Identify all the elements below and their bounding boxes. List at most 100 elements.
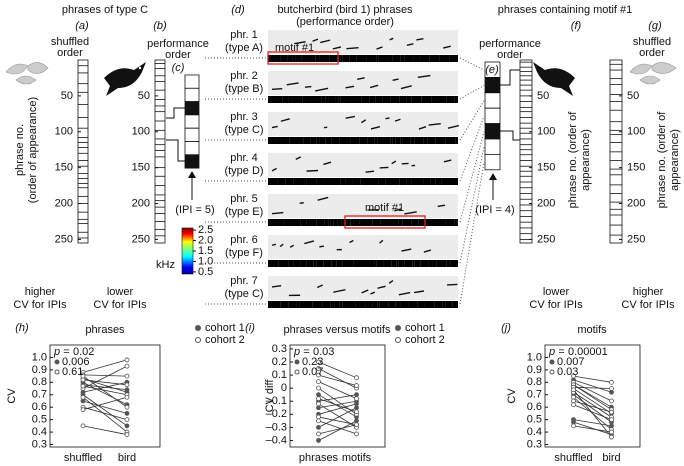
y-axis-label: appearance) (669, 129, 681, 191)
note-trace (271, 125, 278, 129)
motif-label: motif #1 (365, 202, 404, 214)
frequency-strip (268, 96, 279, 103)
frequency-strip (394, 178, 400, 185)
y-tick-label: 0.7 (527, 389, 542, 401)
frequency-strip (427, 219, 435, 226)
cv-label: higher (633, 286, 664, 298)
legend-marker (195, 325, 201, 331)
frequency-strip (302, 219, 307, 226)
note-trace (345, 85, 355, 89)
order-label: order (165, 49, 191, 61)
frequency-strip (360, 178, 372, 185)
frequency-strip (319, 137, 326, 144)
frequency-strip (268, 301, 272, 308)
frequency-strip (436, 260, 447, 267)
panel-label: (j) (501, 322, 511, 334)
frequency-strip (414, 260, 421, 267)
frequency-strip (406, 178, 412, 185)
note-trace (416, 38, 424, 41)
dotted-link (459, 57, 485, 71)
cv-label: lower (543, 286, 570, 298)
x-tick-label: shuffled (554, 452, 592, 464)
frequency-strip (293, 260, 301, 267)
data-point (124, 423, 130, 429)
connector (166, 139, 185, 162)
note-trace (320, 39, 331, 44)
spectrogram (268, 194, 458, 218)
phrase-label: phr. 3 (230, 111, 258, 123)
frequency-strip (395, 301, 401, 308)
spectrogram (268, 112, 458, 136)
connector (500, 130, 520, 141)
colorbar-label: kHz (156, 259, 175, 271)
pair-line (318, 407, 357, 428)
phrase-label: phr. 6 (230, 234, 258, 246)
y-tick-label: –0.2 (266, 408, 287, 420)
frequency-strip (439, 55, 450, 62)
frequency-strip (340, 178, 346, 185)
frequency-strip (361, 96, 370, 103)
frequency-strip (388, 55, 393, 62)
ipi-label: (IPI = 5) (175, 204, 214, 216)
pair-line (82, 406, 128, 421)
frequency-strip (408, 301, 418, 308)
data-point (316, 405, 321, 411)
plot-frame (544, 344, 641, 448)
note-trace (388, 279, 394, 284)
frequency-strip (316, 260, 324, 267)
data-point (124, 411, 130, 416)
frequency-strip (319, 55, 330, 62)
panel-label: (g) (648, 20, 662, 32)
x-tick-label: phrases (299, 452, 339, 464)
frequency-strip (445, 301, 453, 308)
colorbar-tick-label: 1.0 (198, 255, 213, 267)
frequency-strip (332, 178, 341, 185)
phrase-label: phr. 2 (230, 70, 258, 82)
frequency-strip (374, 137, 378, 144)
y-axis-label: phrase no. (14, 124, 26, 176)
frequency-strip (371, 178, 379, 185)
note-trace (289, 244, 295, 248)
note-trace (365, 170, 375, 173)
note-trace (316, 284, 323, 289)
x-tick-label: bird (118, 452, 136, 464)
frequency-strip (445, 219, 455, 226)
pair-line (82, 396, 128, 411)
frequency-strip (321, 96, 326, 103)
frequency-strip (421, 96, 432, 103)
spectrogram (268, 153, 458, 177)
data-point (609, 379, 614, 385)
note-trace (413, 290, 425, 294)
frequency-strip (331, 137, 340, 144)
panel-title: phrases of type C (62, 4, 148, 16)
frequency-strip (427, 301, 435, 308)
pair-line (318, 381, 357, 399)
x-tick-label: shuffled (64, 452, 102, 464)
panel-label: (a) (75, 20, 89, 32)
frequency-strip (336, 260, 343, 267)
y-tick-label: 200 (537, 197, 555, 209)
y-tick-label: 250 (537, 233, 555, 245)
frequency-strip (316, 178, 324, 185)
frequency-strip (331, 260, 337, 267)
data-point (124, 357, 130, 363)
frequency-strip (282, 96, 289, 103)
y-tick-label: 0.5 (527, 414, 542, 426)
note-trace (369, 84, 379, 89)
pair-line (82, 365, 128, 389)
y-axis-label: CV diff (264, 379, 276, 413)
y-tick-label: 250 (132, 233, 150, 245)
data-point (571, 387, 576, 393)
note-trace (315, 87, 329, 92)
frequency-strip (324, 219, 329, 226)
frequency-strip (349, 55, 357, 62)
frequency-strip (450, 260, 458, 267)
data-point (80, 383, 86, 389)
data-point (571, 373, 576, 379)
frequency-strip (435, 137, 446, 144)
frequency-strip (398, 219, 403, 226)
frequency-strip (430, 178, 436, 185)
y-tick-label: 0.5 (32, 414, 47, 426)
frequency-strip (383, 137, 391, 144)
frequency-strip (306, 260, 314, 267)
